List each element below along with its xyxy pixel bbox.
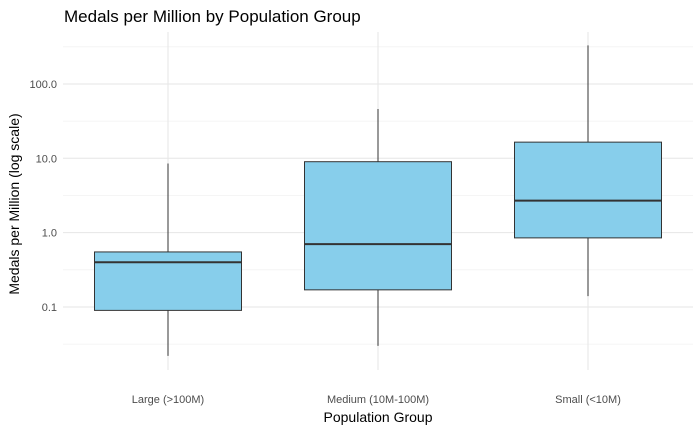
y-tick-label: 0.1 — [42, 302, 57, 314]
box-group — [94, 163, 242, 356]
y-tick-label: 100.0 — [29, 79, 57, 91]
box-group — [304, 109, 452, 346]
y-axis-ticks: 0.1 1.0 10.0 100.0 — [29, 79, 57, 314]
y-axis-title: Medals per Million (log scale) — [6, 113, 22, 294]
x-axis-ticks: Large (>100M) Medium (10M-100M) Small (<10… — [132, 394, 621, 406]
x-axis-title: Population Group — [324, 409, 433, 425]
x-tick-label: Small (<10M) — [555, 394, 621, 406]
box-group — [514, 45, 662, 297]
x-tick-label: Large (>100M) — [132, 394, 204, 406]
x-tick-label: Medium (10M-100M) — [327, 394, 429, 406]
boxes-layer — [94, 45, 662, 356]
chart-title: Medals per Million by Population Group — [64, 7, 361, 26]
y-tick-label: 10.0 — [36, 153, 57, 165]
box-iqr — [94, 251, 242, 311]
box-iqr — [304, 161, 452, 291]
y-tick-label: 1.0 — [42, 228, 57, 240]
box-iqr — [514, 141, 662, 239]
